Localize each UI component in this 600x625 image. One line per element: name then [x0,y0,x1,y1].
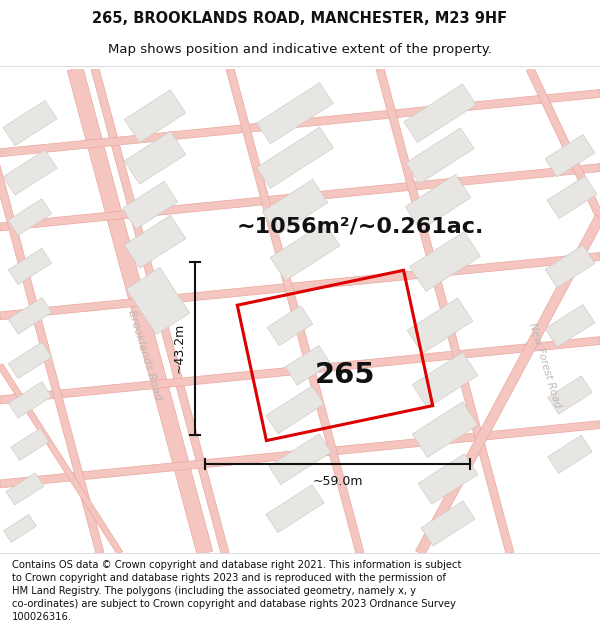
Polygon shape [3,101,57,146]
Polygon shape [0,253,600,320]
Polygon shape [547,176,597,219]
Polygon shape [407,298,473,354]
Polygon shape [270,222,340,281]
Polygon shape [405,174,471,230]
Polygon shape [124,216,185,268]
Polygon shape [124,90,185,142]
Polygon shape [412,352,478,408]
Polygon shape [266,485,324,532]
Polygon shape [11,428,49,461]
Polygon shape [3,150,57,195]
Polygon shape [285,346,331,385]
Text: ~43.2m: ~43.2m [173,323,185,373]
Polygon shape [267,306,313,346]
Polygon shape [262,179,328,235]
Polygon shape [406,128,474,184]
Text: 265: 265 [315,361,375,389]
Text: Brooklands Road: Brooklands Road [127,309,164,402]
Text: ~1056m²/~0.261ac.: ~1056m²/~0.261ac. [236,217,484,237]
Polygon shape [545,245,595,288]
Polygon shape [545,304,595,347]
Polygon shape [8,298,52,334]
Polygon shape [548,435,592,473]
Text: to Crown copyright and database rights 2023 and is reproduced with the permissio: to Crown copyright and database rights 2… [12,572,446,582]
Polygon shape [91,68,229,554]
Polygon shape [257,127,333,188]
Polygon shape [416,215,600,556]
Polygon shape [269,434,331,484]
Polygon shape [0,89,600,157]
Polygon shape [8,248,52,284]
Polygon shape [67,67,213,555]
Polygon shape [412,402,478,458]
Polygon shape [0,364,122,555]
Polygon shape [0,337,600,404]
Text: 265, BROOKLANDS ROAD, MANCHESTER, M23 9HF: 265, BROOKLANDS ROAD, MANCHESTER, M23 9H… [92,11,508,26]
Polygon shape [8,342,52,379]
Polygon shape [548,376,592,414]
Text: 100026316.: 100026316. [12,612,72,622]
Polygon shape [122,181,178,229]
Polygon shape [226,68,364,554]
Polygon shape [8,382,52,418]
Polygon shape [0,164,600,231]
Text: ~59.0m: ~59.0m [312,476,363,489]
Polygon shape [376,68,514,554]
Polygon shape [545,134,595,177]
Polygon shape [421,501,475,546]
Polygon shape [266,386,324,434]
Polygon shape [124,131,185,184]
Text: Contains OS data © Crown copyright and database right 2021. This information is : Contains OS data © Crown copyright and d… [12,559,461,569]
Polygon shape [526,67,600,219]
Polygon shape [6,473,44,505]
Polygon shape [8,199,52,235]
Polygon shape [0,421,600,488]
Polygon shape [418,454,478,504]
Text: New Forest Road: New Forest Road [527,322,563,409]
Text: co-ordinates) are subject to Crown copyright and database rights 2023 Ordnance S: co-ordinates) are subject to Crown copyr… [12,599,456,609]
Polygon shape [4,514,37,542]
Polygon shape [410,232,481,291]
Polygon shape [0,68,104,554]
Polygon shape [257,82,333,144]
Text: Map shows position and indicative extent of the property.: Map shows position and indicative extent… [108,44,492,56]
Polygon shape [126,268,190,334]
Polygon shape [404,84,476,142]
Text: HM Land Registry. The polygons (including the associated geometry, namely x, y: HM Land Registry. The polygons (includin… [12,586,416,596]
